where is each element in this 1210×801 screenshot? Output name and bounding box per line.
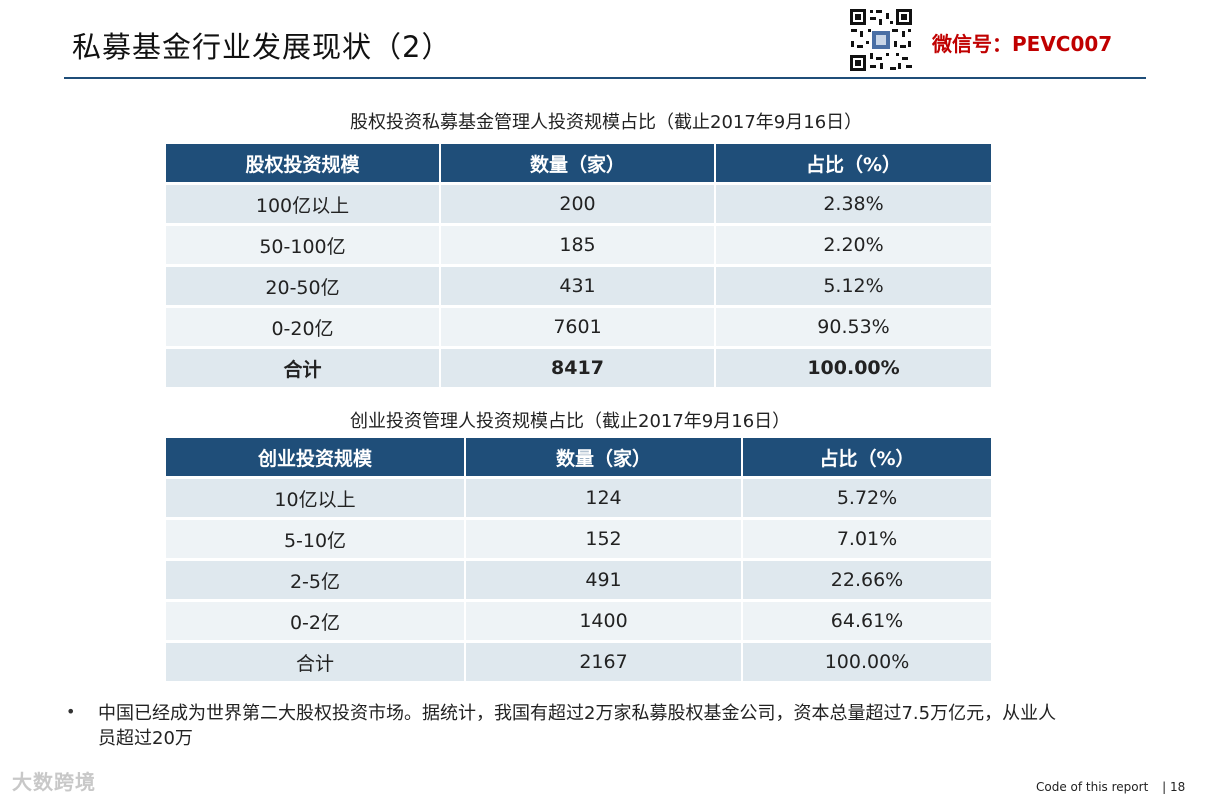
table-cell: 90.53% [716, 305, 991, 346]
table-cell: 64.61% [743, 599, 991, 640]
table-row: 50-100亿 185 2.20% [166, 223, 991, 264]
table-row: 10亿以上 124 5.72% [166, 476, 991, 517]
title-divider [64, 77, 1146, 79]
table-cell: 491 [466, 558, 743, 599]
column-header: 占比（%） [716, 144, 991, 182]
page-number: | 18 [1162, 780, 1186, 794]
table-cell: 20-50亿 [166, 264, 441, 305]
column-header: 占比（%） [743, 438, 991, 476]
table-cell: 152 [466, 517, 743, 558]
venture-investment-scale-table: 创业投资规模 数量（家） 占比（%） 10亿以上 124 5.72% 5-10亿… [166, 438, 991, 681]
table-cell: 0-20亿 [166, 305, 441, 346]
table-row: 100亿以上 200 2.38% [166, 182, 991, 223]
table-total-row: 合计 8417 100.00% [166, 346, 991, 387]
table-cell: 5.12% [716, 264, 991, 305]
column-header: 创业投资规模 [166, 438, 466, 476]
page-footer: Code of this report | 18 [1036, 780, 1185, 794]
table-cell: 185 [441, 223, 716, 264]
table-header-row: 股权投资规模 数量（家） 占比（%） [166, 144, 991, 182]
table-cell: 100.00% [743, 640, 991, 681]
table-cell: 合计 [166, 346, 441, 387]
table-cell: 100.00% [716, 346, 991, 387]
table-cell: 10亿以上 [166, 476, 466, 517]
watermark-logo: 大数跨境 [12, 770, 96, 794]
table-cell: 5.72% [743, 476, 991, 517]
column-header: 数量（家） [441, 144, 716, 182]
table-cell: 8417 [441, 346, 716, 387]
equity-investment-scale-table: 股权投资规模 数量（家） 占比（%） 100亿以上 200 2.38% 50-1… [166, 144, 991, 387]
table-cell: 431 [441, 264, 716, 305]
table-row: 5-10亿 152 7.01% [166, 517, 991, 558]
table-row: 0-20亿 7601 90.53% [166, 305, 991, 346]
table-cell: 0-2亿 [166, 599, 466, 640]
page-title: 私募基金行业发展现状（2） [72, 30, 452, 64]
column-header: 股权投资规模 [166, 144, 441, 182]
table-row: 2-5亿 491 22.66% [166, 558, 991, 599]
table2-caption: 创业投资管理人投资规模占比（截止2017年9月16日） [350, 411, 791, 432]
table-cell: 5-10亿 [166, 517, 466, 558]
table-cell: 1400 [466, 599, 743, 640]
table-cell: 2.38% [716, 182, 991, 223]
table1-caption: 股权投资私募基金管理人投资规模占比（截止2017年9月16日） [350, 112, 863, 133]
table-cell: 124 [466, 476, 743, 517]
table-cell: 2167 [466, 640, 743, 681]
table-cell: 2.20% [716, 223, 991, 264]
table-cell: 7601 [441, 305, 716, 346]
table-cell: 合计 [166, 640, 466, 681]
table-total-row: 合计 2167 100.00% [166, 640, 991, 681]
table-row: 20-50亿 431 5.12% [166, 264, 991, 305]
table-cell: 22.66% [743, 558, 991, 599]
table-cell: 2-5亿 [166, 558, 466, 599]
qr-code-icon [848, 7, 914, 73]
table-cell: 200 [441, 182, 716, 223]
column-header: 数量（家） [466, 438, 743, 476]
table-cell: 50-100亿 [166, 223, 441, 264]
summary-note: 中国已经成为世界第二大股权投资市场。据统计，我国有超过2万家私募股权基金公司，资… [98, 703, 1057, 749]
table-header-row: 创业投资规模 数量（家） 占比（%） [166, 438, 991, 476]
wechat-id: 微信号：PEVC007 [932, 32, 1113, 56]
bullet-icon: • [66, 702, 76, 721]
footer-report-code: Code of this report [1036, 780, 1149, 794]
table-row: 0-2亿 1400 64.61% [166, 599, 991, 640]
table-cell: 7.01% [743, 517, 991, 558]
table-cell: 100亿以上 [166, 182, 441, 223]
